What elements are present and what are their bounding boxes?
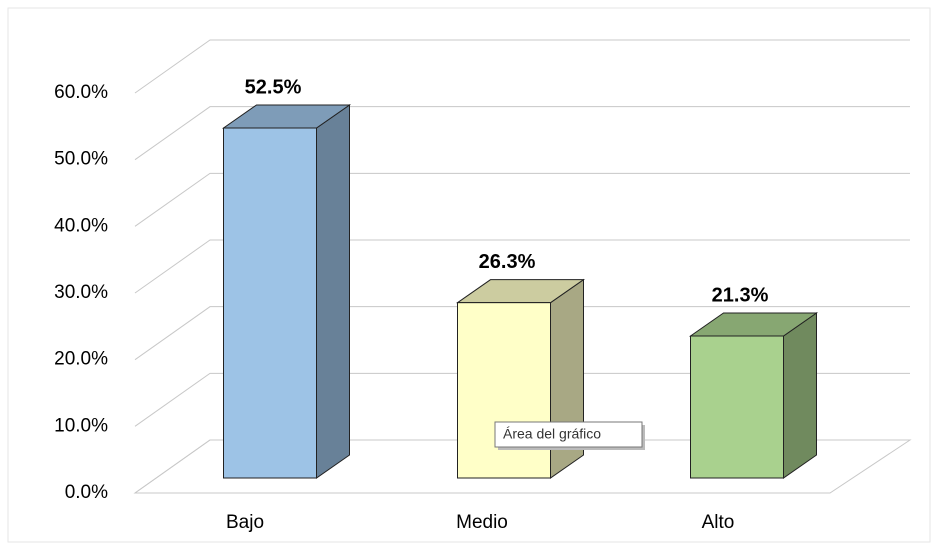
value-label: 26.3% xyxy=(479,251,536,273)
value-label: 52.5% xyxy=(245,76,302,98)
x-tick-label: Medio xyxy=(456,512,508,533)
bar-side xyxy=(316,104,350,479)
grid-line xyxy=(134,439,910,494)
bar-side xyxy=(783,312,817,479)
grid-line xyxy=(134,106,910,161)
bar xyxy=(690,335,784,479)
grid-line xyxy=(134,306,910,361)
tooltip xyxy=(494,421,643,448)
bar xyxy=(457,302,551,479)
y-tick-label: 0.0% xyxy=(65,482,108,503)
y-tick-label: 60.0% xyxy=(54,82,108,103)
y-tick-label: 20.0% xyxy=(54,349,108,370)
x-tick-label: Bajo xyxy=(226,512,264,533)
grid-line xyxy=(134,239,910,294)
y-tick-label: 30.0% xyxy=(54,282,108,303)
x-tick-label: Alto xyxy=(702,512,735,533)
grid-line xyxy=(134,372,910,427)
y-tick-label: 10.0% xyxy=(54,415,108,436)
grid-line xyxy=(134,39,910,94)
y-tick-label: 40.0% xyxy=(54,215,108,236)
value-label: 21.3% xyxy=(712,284,769,306)
bar xyxy=(223,127,317,479)
y-tick-label: 50.0% xyxy=(54,149,108,170)
tooltip-text: Área del gráfico xyxy=(503,426,601,442)
grid-line xyxy=(134,172,910,227)
